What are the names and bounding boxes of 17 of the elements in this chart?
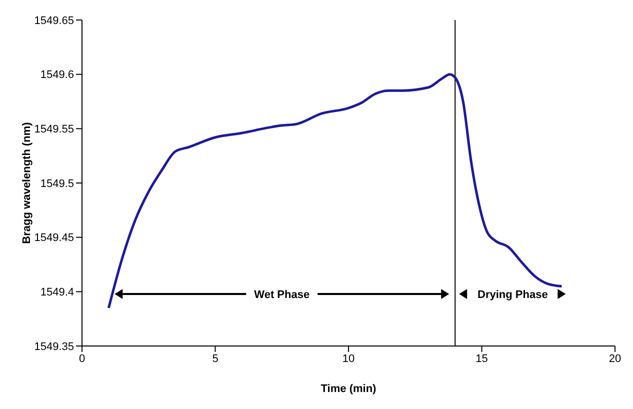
y-axis-title: Bragg wavelength (nm)	[20, 122, 33, 244]
y-tick-label: 1549.65	[34, 14, 74, 27]
line-series	[107, 73, 563, 310]
y-tick-label: 1549.5	[40, 178, 74, 190]
y-tick-label: 1549.4	[40, 286, 74, 299]
x-tick-label: 15	[476, 352, 488, 365]
x-tick-label: 20	[608, 352, 622, 365]
annotation: Wet Phase	[254, 289, 310, 301]
y-tick-label: 1549.35	[34, 340, 74, 353]
y-tick-label: 1549.6	[40, 69, 74, 82]
x-tick-label: 0	[78, 352, 86, 365]
x-tick-label: 5	[212, 352, 218, 365]
annotation: Drying Phase	[478, 289, 548, 301]
y-tick-label: 1549.55	[34, 124, 74, 136]
x-axis-title: Time (min)	[320, 383, 377, 395]
y-tick-label: 1549.45	[34, 232, 74, 244]
x-tick-label: 10	[342, 352, 355, 365]
